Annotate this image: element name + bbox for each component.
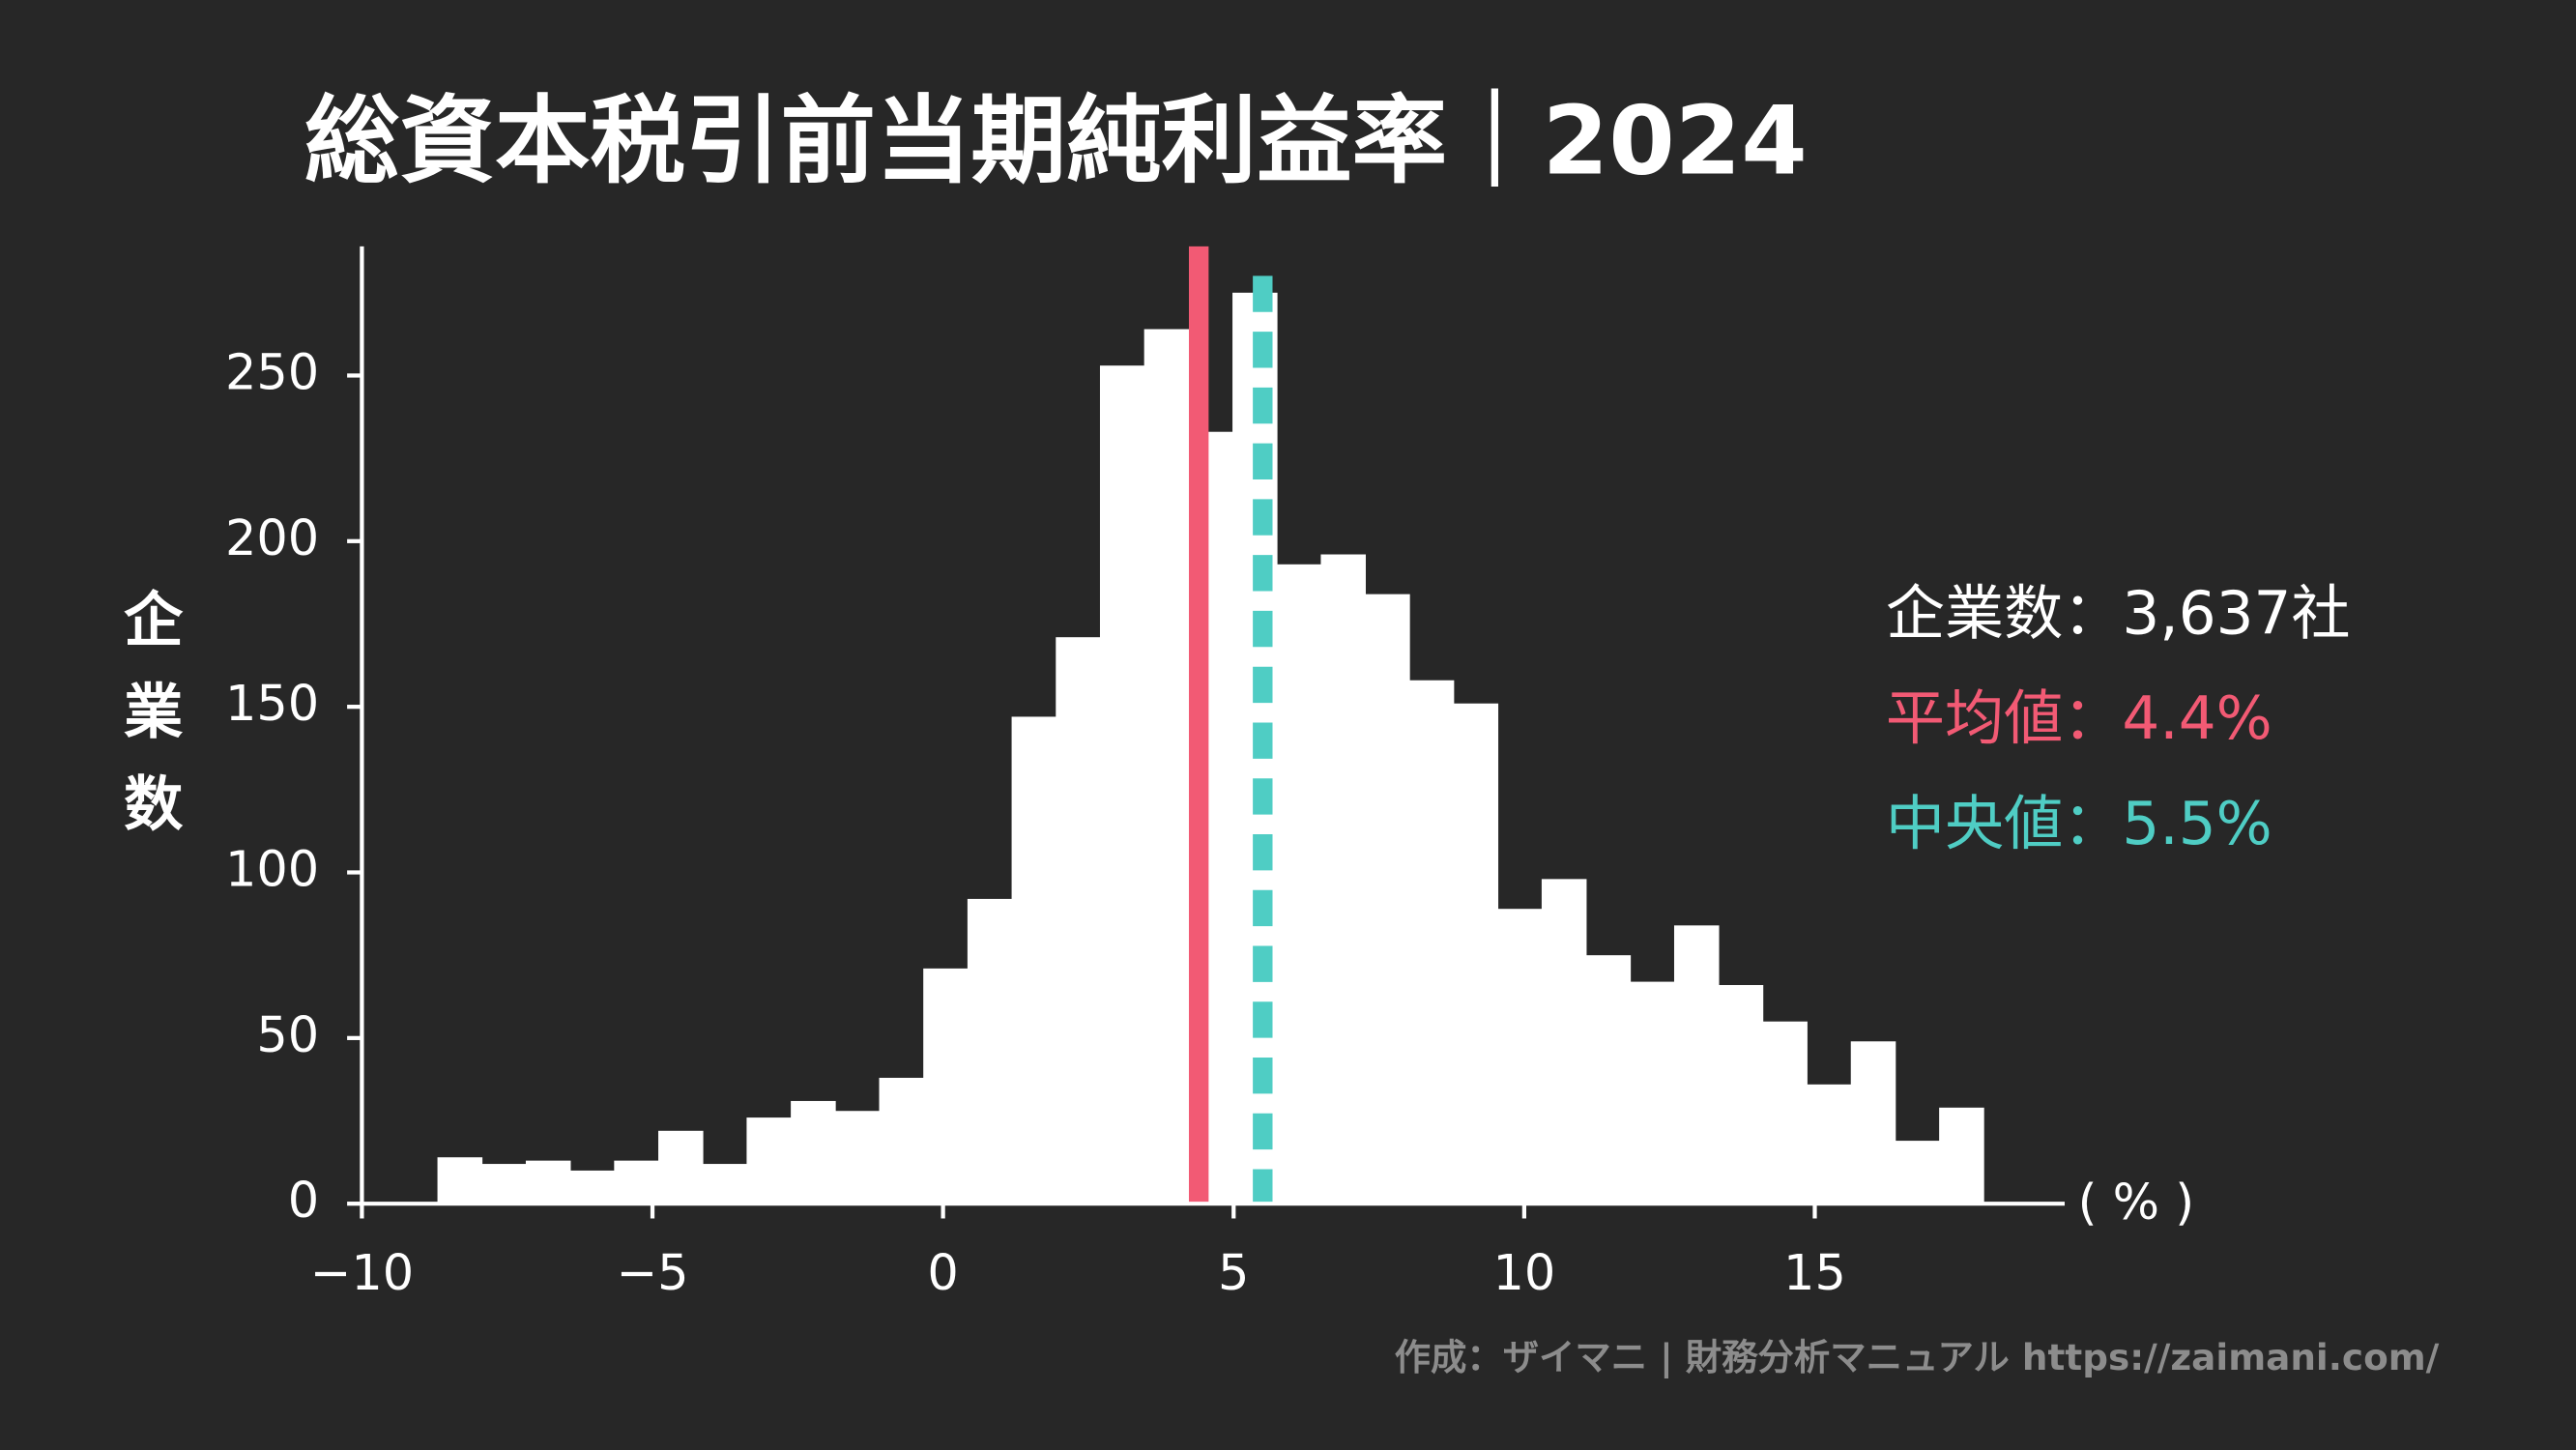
y-tick-label: 200: [225, 510, 319, 567]
bar: [1939, 1107, 1984, 1204]
bar: [1099, 365, 1145, 1204]
bar: [569, 1170, 616, 1204]
x-tick-label: 10: [1492, 1245, 1555, 1302]
bar: [1895, 1141, 1940, 1204]
bar: [1453, 703, 1499, 1204]
x-unit-label: ( % ): [2078, 1174, 2195, 1232]
count-annotation: 企業数：3,637社: [1886, 579, 2351, 648]
bar: [1365, 594, 1410, 1204]
x-tick-label: 15: [1783, 1245, 1846, 1302]
bar: [525, 1160, 571, 1204]
bar: [746, 1117, 792, 1204]
bar: [1056, 637, 1101, 1204]
bar: [1630, 981, 1675, 1204]
bar: [1585, 955, 1632, 1204]
bar: [1807, 1084, 1852, 1204]
y-tick-label: 100: [225, 841, 319, 898]
y-tick-label: 0: [288, 1173, 319, 1230]
bar: [614, 1160, 659, 1204]
x-tick-label: −10: [310, 1245, 415, 1302]
bar: [702, 1164, 748, 1204]
bar: [1850, 1041, 1896, 1204]
bar: [1320, 554, 1366, 1204]
bar: [1718, 985, 1764, 1204]
bar: [1541, 879, 1587, 1204]
bar: [1143, 329, 1190, 1204]
y-tick-label: 50: [256, 1007, 319, 1064]
bar: [481, 1164, 527, 1204]
bar: [923, 968, 969, 1204]
bar: [1011, 716, 1057, 1204]
bar: [879, 1077, 925, 1204]
bar: [1497, 909, 1543, 1204]
y-tick-label: 150: [225, 676, 319, 733]
bar: [437, 1157, 483, 1204]
credit: 作成：ザイマニ | 財務分析マニュアル https://zaimani.com/: [1395, 1336, 2440, 1379]
bar: [1276, 564, 1322, 1204]
bar: [1762, 1021, 1808, 1204]
bar: [658, 1130, 704, 1204]
chart-title: 総資本税引前当期純利益率｜2024: [304, 87, 1808, 197]
bar: [1408, 680, 1455, 1204]
bar: [967, 898, 1013, 1204]
y-axis-label: 企業数: [124, 586, 184, 838]
bar: [1673, 925, 1720, 1204]
bar: [834, 1111, 881, 1204]
bar: [791, 1100, 836, 1204]
x-tick-label: −5: [616, 1245, 688, 1302]
x-tick-label: 0: [927, 1245, 958, 1302]
x-tick-label: 5: [1218, 1245, 1249, 1302]
y-tick-label: 250: [225, 344, 319, 401]
mean-annotation: 平均値：4.4%: [1886, 684, 2272, 753]
median-annotation: 中央値：5.5%: [1886, 790, 2272, 858]
